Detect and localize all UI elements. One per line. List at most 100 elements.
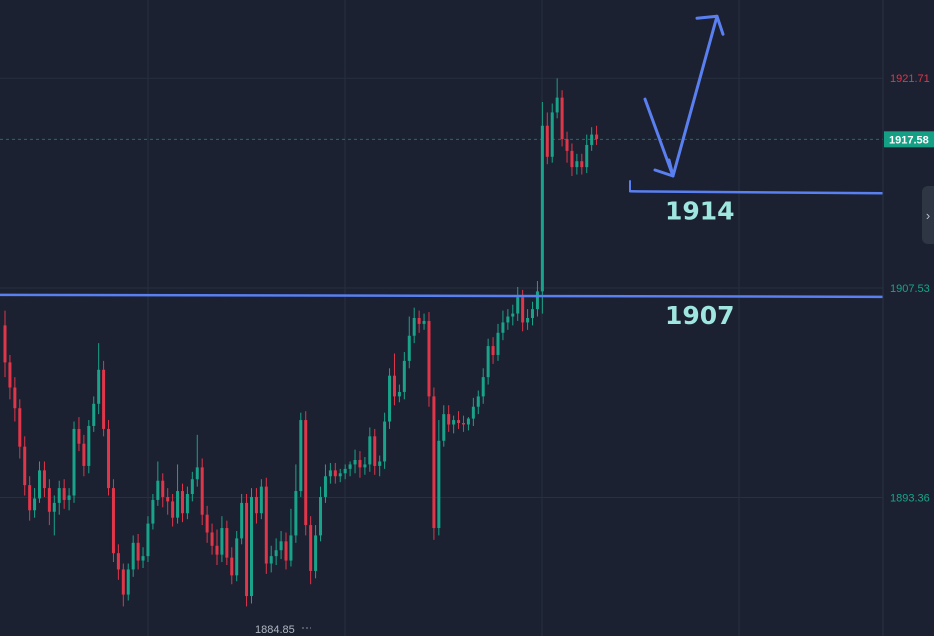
candle-body [432,396,436,529]
projection-arrowhead-down [653,158,675,178]
candle-body [535,291,539,310]
candle-body [131,542,135,570]
candle-body [284,541,288,561]
candle-body [328,470,332,477]
price-tick-label: 1921.71 [890,73,930,85]
candle-body [102,369,106,429]
candle-body [52,502,56,512]
candle-body [116,553,120,570]
candle-body [13,387,17,409]
candle-body [461,423,465,425]
level-label-1914: 1914 [665,196,735,225]
level-line-1907 [0,293,884,299]
candle-body [166,496,170,502]
candle-body [452,420,456,425]
candle-body [72,428,76,496]
candle-body [595,134,599,140]
chevron-right-icon: › [925,207,931,223]
candle-body [555,97,559,113]
price-axis: 1921.71 1917.58 1907.53 1893.36 1884.85 [255,0,934,636]
candle-body [161,480,165,497]
candle-body [363,464,367,468]
candle-body [348,464,352,469]
candle-body [319,496,323,536]
candle-body [33,498,37,511]
candle-body [521,297,525,323]
candle-body [466,418,470,425]
candle-body [397,391,401,397]
candle-body [190,479,194,495]
candle-body [580,161,584,168]
candle-body [180,491,184,514]
candle-body [240,502,244,539]
candle-body [496,332,500,355]
candle-body [274,550,278,557]
candle-body [333,470,337,477]
candle-body [92,403,96,426]
candle-body [471,406,475,419]
candles-layer [3,78,599,607]
current-price-badge [884,131,934,148]
candle-body [412,318,416,336]
candle-body [299,420,303,492]
candle-body [476,396,480,407]
candle-body [294,491,298,536]
candle-body [545,125,549,157]
candle-body [215,545,219,555]
candle-body [254,496,258,514]
candle-body [309,525,313,571]
candle-body [87,425,91,466]
candle-body [57,488,61,503]
candle-body [506,316,510,323]
candle-body [225,528,229,558]
candle-body [481,377,485,397]
candle-body [378,461,382,466]
candle-body [447,414,451,425]
candle-body [220,528,224,555]
current-price-label: 1917.58 [889,134,929,146]
candle-body [82,443,86,466]
candle-body [235,538,239,576]
candle-body [526,318,530,323]
candle-body [590,134,594,145]
candle-body [28,485,32,511]
candle-body [560,97,564,140]
candle-body [210,532,214,546]
candle-body [422,320,426,324]
candle-body [550,112,554,157]
candle-body [47,488,51,512]
candle-body [304,420,308,526]
candle-body [245,502,249,597]
candle-body [343,468,347,474]
candle-body [185,494,189,514]
level-label-1907: 1907 [665,301,735,330]
candle-body [126,569,130,595]
collapse-panel-button[interactable]: › [922,186,934,244]
candle-body [442,414,446,441]
candle-body [585,144,589,168]
candle-body [97,369,101,404]
candle-body [565,139,569,151]
candle-body [402,360,406,392]
candle-body [575,161,579,168]
candle-body [151,499,155,524]
low-price-marker: 1884.85 [255,624,295,636]
candle-body [540,125,544,292]
price-tick-label: 1893.36 [890,493,930,505]
level-line-1914 [629,190,884,195]
candle-body [570,150,574,168]
candle-body [77,428,81,444]
candle-body [156,480,160,500]
candle-body [373,436,377,466]
price-tick-label: 1907.53 [890,283,930,295]
candle-body [323,476,327,497]
candle-body [388,375,392,422]
candle-body [531,309,535,318]
candle-body [121,569,125,595]
candle-body [259,486,263,514]
candle-body [368,436,372,465]
candle-body [501,322,505,333]
candle-body [264,486,268,564]
